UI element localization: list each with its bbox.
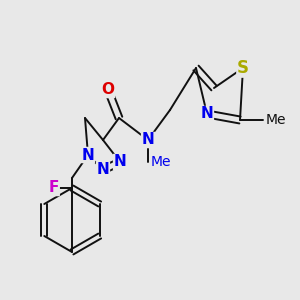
Text: N: N: [114, 154, 126, 169]
Text: O: O: [101, 82, 115, 98]
Text: N: N: [201, 106, 213, 122]
Text: N: N: [142, 133, 154, 148]
Text: N: N: [97, 163, 110, 178]
Text: N: N: [82, 148, 94, 163]
Text: Me: Me: [266, 113, 286, 127]
Text: F: F: [49, 181, 59, 196]
Text: S: S: [237, 59, 249, 77]
Text: Me: Me: [151, 155, 172, 169]
